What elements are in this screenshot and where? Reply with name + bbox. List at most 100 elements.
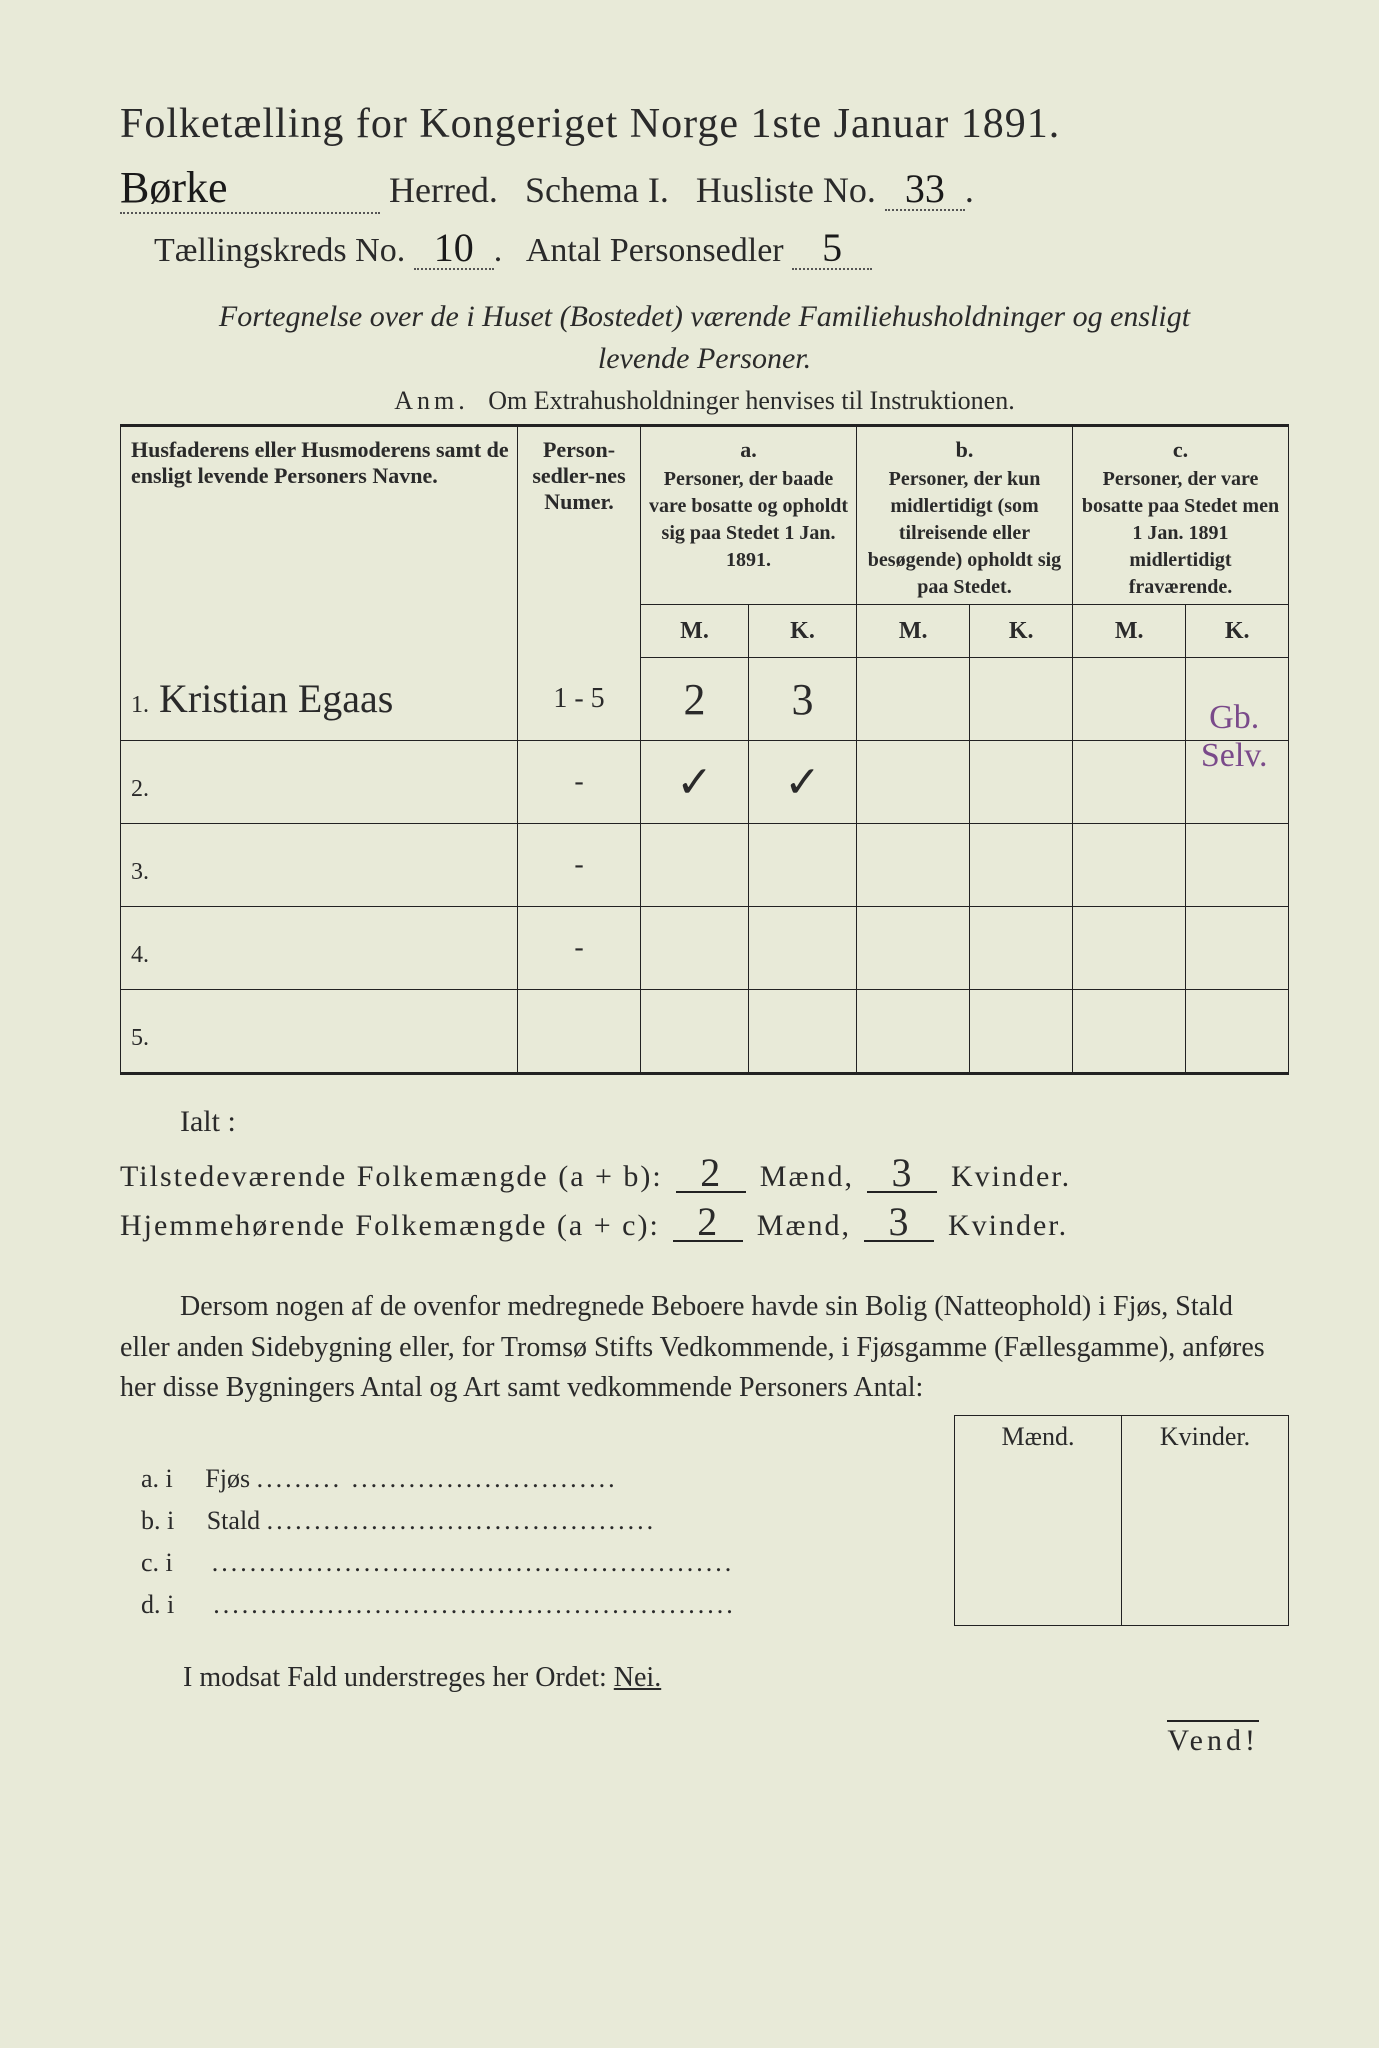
husliste-no: 33 xyxy=(885,169,965,211)
row-name: 2. xyxy=(121,741,518,824)
row-am: ✓ xyxy=(641,741,749,824)
head-b-text: Personer, der kun midlertidigt (som tilr… xyxy=(868,468,1061,598)
bld-m xyxy=(955,1584,1122,1626)
row-name: 3. xyxy=(121,824,518,907)
head-b: b. Personer, der kun midlertidigt (som t… xyxy=(857,426,1073,605)
anm-line: Anm. Om Extrahusholdninger henvises til … xyxy=(120,386,1289,416)
anm-text: Om Extrahusholdninger henvises til Instr… xyxy=(488,386,1014,415)
head-a-label: a. xyxy=(647,437,850,463)
mk-am: M. xyxy=(641,605,749,658)
row-bk xyxy=(970,907,1073,990)
table-row: 4.- xyxy=(121,907,1289,990)
page-title: Folketælling for Kongeriget Norge 1ste J… xyxy=(120,100,1289,148)
head-name: Husfaderens eller Husmoderens samt de en… xyxy=(121,426,518,658)
head-c: c. Personer, der vare bosatte paa Stedet… xyxy=(1072,426,1288,605)
head-num: Person-sedler-nes Numer. xyxy=(518,426,641,658)
row-bk xyxy=(970,658,1073,741)
bld-k xyxy=(1122,1500,1289,1542)
table-row: 5. xyxy=(121,990,1289,1074)
row-ck xyxy=(1186,741,1289,824)
row-num: - xyxy=(518,824,641,907)
head-a-text: Personer, der baade vare bosatte og opho… xyxy=(649,468,848,571)
tot2-label: Hjemmehørende Folkemængde (a + c): xyxy=(120,1209,660,1242)
row-ck xyxy=(1186,824,1289,907)
row-cm xyxy=(1072,658,1185,741)
row-bk xyxy=(970,990,1073,1074)
row-am xyxy=(641,824,749,907)
tot1-m: 2 xyxy=(676,1155,746,1193)
bld-k xyxy=(1122,1542,1289,1584)
tot1-label: Tilstedeværende Folkemængde (a + b): xyxy=(120,1160,663,1193)
row-num: - xyxy=(518,741,641,824)
head-c-label: c. xyxy=(1079,437,1282,463)
row-ck xyxy=(1186,990,1289,1074)
herred-label: Herred. xyxy=(389,170,498,210)
bld-label: c. i ...................................… xyxy=(120,1542,955,1584)
total-present: Tilstedeværende Folkemængde (a + b): 2 M… xyxy=(120,1155,1289,1194)
bld-k xyxy=(1122,1458,1289,1500)
bld-k xyxy=(1122,1584,1289,1626)
row-ck: Gb. Selv. xyxy=(1186,658,1289,741)
row-name: 5. xyxy=(121,990,518,1074)
tot1-k: 3 xyxy=(867,1155,937,1193)
row-num xyxy=(518,990,641,1074)
row-ak xyxy=(749,824,857,907)
row-num: 1 - 5 xyxy=(518,658,641,741)
table-row: 2.-✓✓ xyxy=(121,741,1289,824)
building-paragraph: Dersom nogen af de ovenfor medregnede Be… xyxy=(120,1287,1289,1409)
row-ak xyxy=(749,907,857,990)
footer-line: I modsat Fald understreges her Ordet: Ne… xyxy=(120,1662,1289,1694)
bld-label: a. i Fjøs ......... ....................… xyxy=(120,1458,955,1500)
row-cm xyxy=(1072,907,1185,990)
bld-row: b. i Stald .............................… xyxy=(120,1500,1289,1542)
row-bm xyxy=(857,824,970,907)
intro-line1: Fortegnelse over de i Huset (Bostedet) v… xyxy=(219,300,1190,333)
bld-m xyxy=(955,1458,1122,1500)
row-cm xyxy=(1072,824,1185,907)
mk-bm: M. xyxy=(857,605,970,658)
bld-row: a. i Fjøs ......... ....................… xyxy=(120,1458,1289,1500)
husliste-label: Husliste No. xyxy=(696,170,876,210)
maend-label2: Mænd, xyxy=(757,1209,851,1242)
kreds-no: 10 xyxy=(414,228,494,270)
tot2-m: 2 xyxy=(673,1204,743,1242)
head-a: a. Personer, der baade vare bosatte og o… xyxy=(641,426,857,605)
row-bm xyxy=(857,741,970,824)
bld-m xyxy=(955,1500,1122,1542)
mk-cm: M. xyxy=(1072,605,1185,658)
row-bm xyxy=(857,990,970,1074)
intro-line2: levende Personer. xyxy=(598,342,811,375)
herred-handwritten: Børke xyxy=(120,166,380,214)
line3: Tællingskreds No. 10. Antal Personsedler… xyxy=(120,228,1289,270)
table-row: 3.- xyxy=(121,824,1289,907)
row-ak xyxy=(749,990,857,1074)
bld-maend: Mænd. xyxy=(955,1415,1122,1458)
bld-kvinder: Kvinder. xyxy=(1122,1415,1289,1458)
kvinder-label: Kvinder. xyxy=(951,1160,1071,1193)
line2: Børke Herred. Schema I. Husliste No. 33. xyxy=(120,166,1289,214)
maend-label: Mænd, xyxy=(760,1160,854,1193)
vend: Vend! xyxy=(120,1724,1289,1758)
mk-ck: K. xyxy=(1186,605,1289,658)
bld-m xyxy=(955,1542,1122,1584)
row-am xyxy=(641,907,749,990)
kreds-label: Tællingskreds No. xyxy=(154,232,405,269)
mk-ak: K. xyxy=(749,605,857,658)
row-name: 1.Kristian Egaas xyxy=(121,658,518,741)
bld-row: d. i ...................................… xyxy=(120,1584,1289,1626)
schema-label: Schema I. xyxy=(525,170,669,210)
total-resident: Hjemmehørende Folkemængde (a + c): 2 Mæn… xyxy=(120,1204,1289,1243)
antal-label: Antal Personsedler xyxy=(526,232,784,269)
footer-text: I modsat Fald understreges her Ordet: xyxy=(183,1662,614,1693)
intro-text: Fortegnelse over de i Huset (Bostedet) v… xyxy=(120,296,1289,380)
row-num: - xyxy=(518,907,641,990)
kvinder-label2: Kvinder. xyxy=(948,1209,1068,1242)
row-ak: 3 xyxy=(749,658,857,741)
head-b-label: b. xyxy=(863,437,1066,463)
bld-label: b. i Stald .............................… xyxy=(120,1500,955,1542)
totals-block: Ialt : Tilstedeværende Folkemængde (a + … xyxy=(120,1105,1289,1243)
ialt-label: Ialt : xyxy=(180,1105,1289,1139)
row-name: 4. xyxy=(121,907,518,990)
row-bm xyxy=(857,907,970,990)
mk-bk: K. xyxy=(970,605,1073,658)
